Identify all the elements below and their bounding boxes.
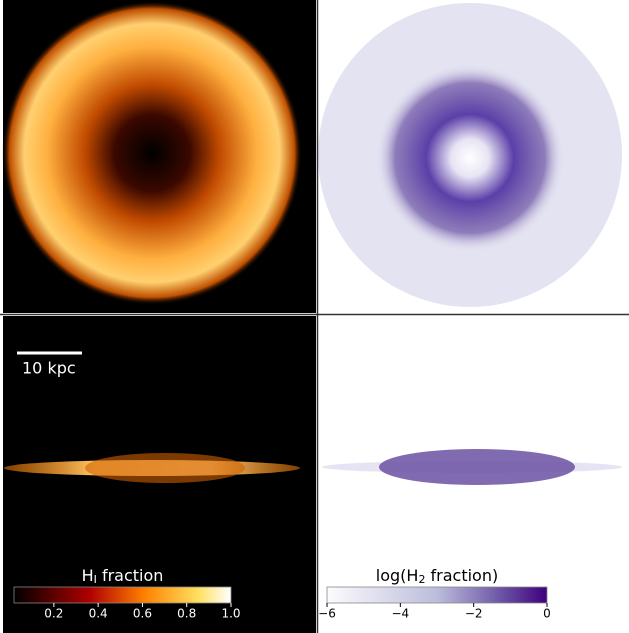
colorbar-tick-label: −6 xyxy=(318,607,336,621)
colorbar-tick-label: −2 xyxy=(465,607,483,621)
colorbars: HI fraction 0.2 0.4 0.6 0.8 1.0 log(H2 fractio… xyxy=(13,566,551,621)
label-subscript: 2 xyxy=(418,573,425,586)
h2-edge-disk xyxy=(379,449,575,485)
colorbar-tick-label: 0.4 xyxy=(89,607,108,621)
label-text: H xyxy=(82,566,94,585)
colorbar-tick-label: 0 xyxy=(543,607,551,621)
label-text: fraction xyxy=(97,566,164,585)
scale-bar-label: 10 kpc xyxy=(22,359,76,378)
colorbar-tick-label: 0.8 xyxy=(177,607,196,621)
colorbar xyxy=(326,586,548,604)
label-text: fraction) xyxy=(425,566,498,585)
colorbar-label: HI fraction xyxy=(82,566,164,587)
h2-disk xyxy=(345,33,595,283)
hi-disk xyxy=(2,1,302,305)
hi-edge-core xyxy=(85,453,245,483)
label-subscript: I xyxy=(94,573,97,586)
colorbar-label: log(H2 fraction) xyxy=(376,566,498,587)
colorbar xyxy=(13,586,232,604)
colorbar-tick-label: 0.6 xyxy=(133,607,152,621)
colorbar-tick-label: 1.0 xyxy=(221,607,240,621)
label-text: log(H xyxy=(376,566,419,585)
colorbar-tick-label: −4 xyxy=(391,607,409,621)
colorbar-tick-label: 0.2 xyxy=(44,607,63,621)
